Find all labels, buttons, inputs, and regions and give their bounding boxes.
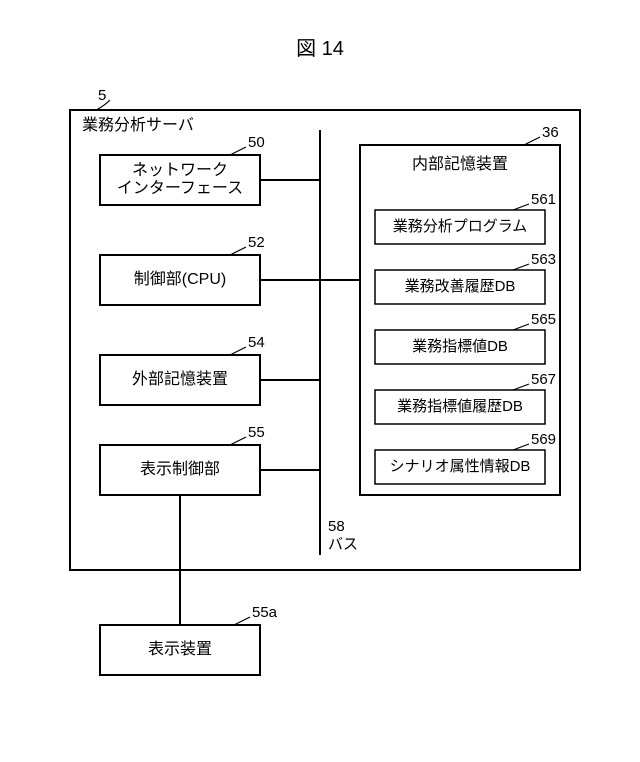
- bus-ref: 58: [328, 518, 345, 535]
- diagram-canvas: 図 14 業務分析サーバ 5 58バス ネットワークインターフェース 50 制御部(CPU)…: [0, 0, 640, 762]
- block-ref: 50: [248, 134, 265, 151]
- container-label: 業務分析サーバ: [82, 116, 194, 134]
- storage-item-ref: 567: [531, 371, 556, 388]
- block-ref: 54: [248, 334, 265, 351]
- storage-item-label: 業務指標値履歴DB: [397, 398, 523, 415]
- storage-item-ref: 563: [531, 251, 556, 268]
- storage-item-label: シナリオ属性情報DB: [390, 458, 531, 475]
- leader-line: [234, 617, 250, 625]
- bus-label: バス: [328, 536, 358, 553]
- internal-storage-label: 内部記憶装置: [412, 155, 508, 173]
- display-device-ref: 55a: [252, 604, 278, 621]
- block-label: 制御部(CPU): [134, 270, 226, 288]
- internal-storage-ref: 36: [542, 124, 559, 141]
- block-label: 外部記憶装置: [132, 370, 228, 388]
- storage-item-label: 業務分析プログラム: [393, 218, 528, 235]
- block-label: ネットワーク: [132, 161, 228, 179]
- block-label: 表示制御部: [140, 460, 220, 478]
- block-ref: 52: [248, 234, 265, 251]
- storage-item-ref: 561: [531, 191, 556, 208]
- storage-item-ref: 569: [531, 431, 556, 448]
- figure-title: 図 14: [296, 38, 344, 60]
- block-label: インターフェース: [117, 179, 243, 197]
- display-device-label: 表示装置: [148, 640, 212, 658]
- storage-item-label: 業務改善履歴DB: [405, 278, 516, 295]
- container-ref: 5: [98, 87, 106, 104]
- storage-item-ref: 565: [531, 311, 556, 328]
- internal-storage-box: [360, 145, 560, 495]
- storage-item-label: 業務指標値DB: [412, 338, 508, 355]
- block-ref: 55: [248, 424, 265, 441]
